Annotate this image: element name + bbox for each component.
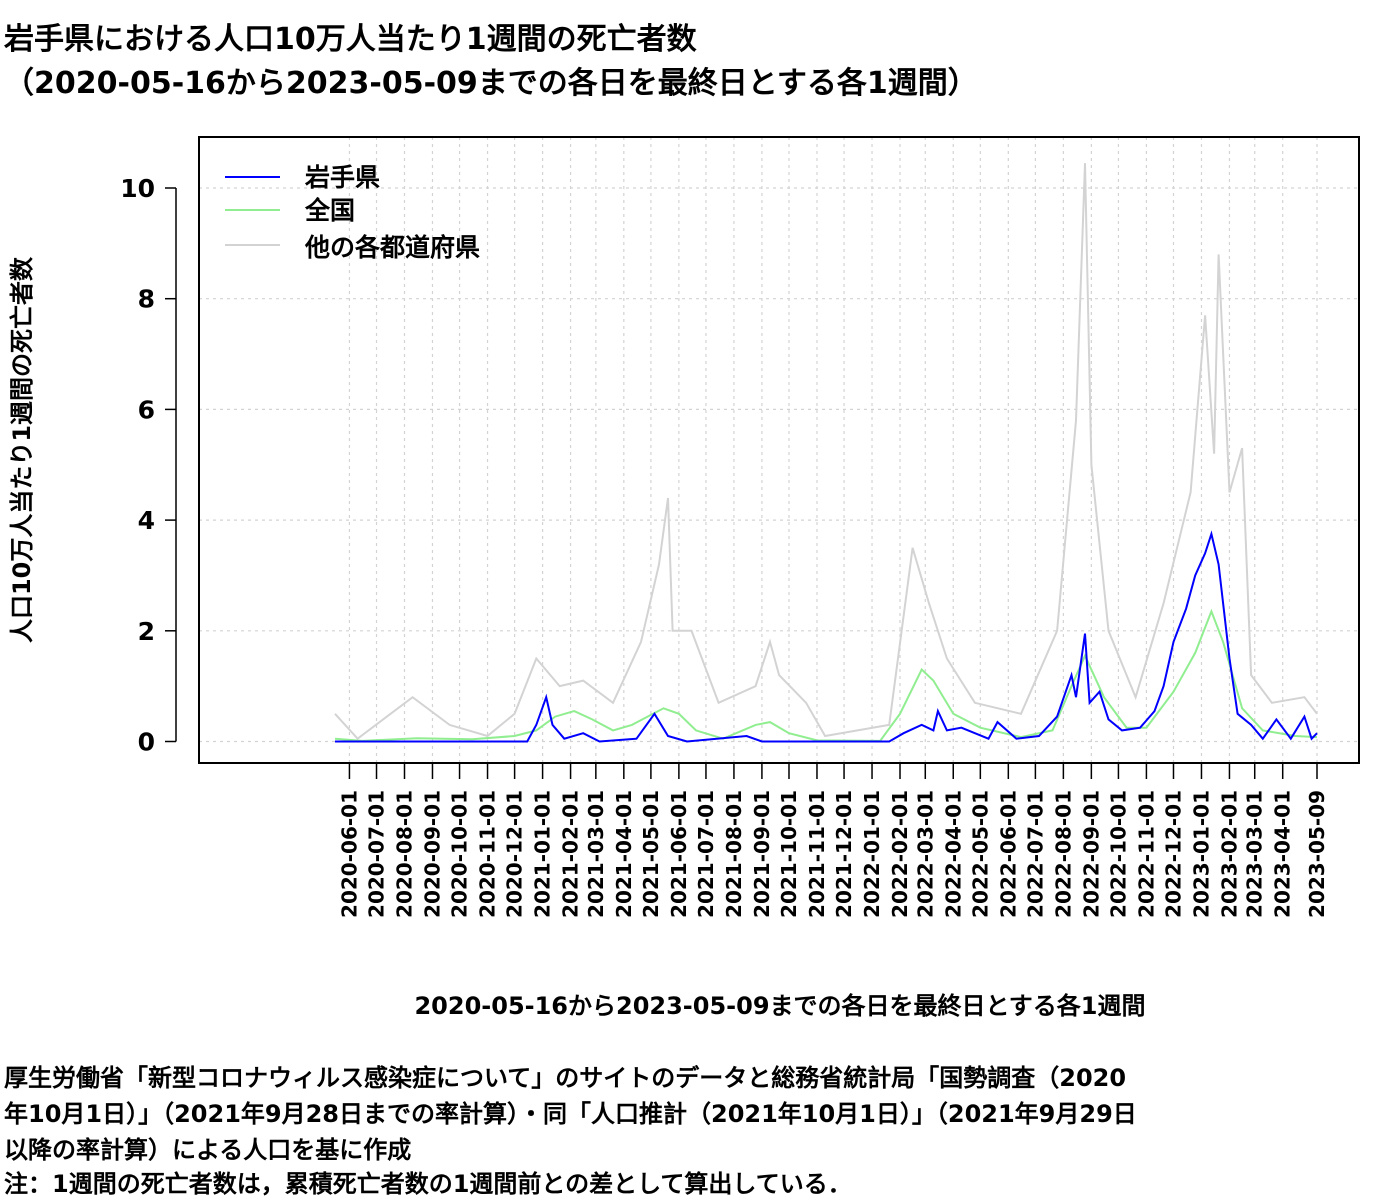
- x-tick-label: 2022-03-01: [913, 790, 937, 918]
- x-tick-label: 2021-01-01: [531, 790, 555, 918]
- x-tick-label: 2020-10-01: [448, 790, 472, 918]
- x-tick-label: 2020-08-01: [392, 790, 416, 918]
- x-tick-label: 2022-12-01: [1161, 790, 1185, 918]
- x-tick-label: 2021-05-01: [639, 790, 663, 918]
- x-tick-label: 2022-02-01: [888, 790, 912, 918]
- x-tick-label: 2021-07-01: [694, 790, 718, 918]
- source-note: 厚生労働省「新型コロナウィルス感染症について」のサイトのデータと総務省統計局「国…: [4, 1064, 1137, 1164]
- x-tick-label: 2023-04-01: [1271, 790, 1295, 918]
- x-tick-label: 2022-07-01: [1023, 790, 1047, 918]
- x-tick-label: 2022-11-01: [1134, 790, 1158, 918]
- x-axis-label: 2020-05-16から2023-05-09までの各日を最終日とする各1週間: [414, 992, 1146, 1020]
- x-tick-label: 2022-01-01: [860, 790, 884, 918]
- legend-others-label: 他の各都道府県: [304, 233, 480, 262]
- national-line-group: [334, 608, 1318, 742]
- x-tick-label: 2023-05-09: [1305, 790, 1329, 918]
- y-tick-label: 2: [138, 617, 155, 646]
- iwate-line: [335, 530, 1318, 743]
- x-tick-label: 2021-12-01: [832, 790, 856, 918]
- x-tick-label: 2021-04-01: [612, 790, 636, 918]
- national-line: [334, 608, 1318, 742]
- other-prefectures-line: [334, 163, 1318, 741]
- x-axis: 2020-06-01 2020-07-01 2020-08-01 2020-09-01…: [337, 762, 1329, 918]
- x-tick-label: 2020-12-01: [503, 790, 527, 918]
- x-tick-label: 2022-09-01: [1079, 790, 1103, 918]
- y-tick-label: 8: [138, 285, 155, 314]
- x-tick-label: 2021-02-01: [559, 790, 583, 918]
- chart-title-line2: （2020-05-16から2023-05-09までの各日を最終日とする各1週間）: [4, 66, 978, 101]
- x-tick-label: 2020-07-01: [365, 790, 389, 918]
- iwate-line-group: [335, 530, 1318, 743]
- grid-lines: [199, 137, 1359, 763]
- x-tick-label: 2020-06-01: [337, 790, 361, 918]
- y-tick-label: 6: [138, 395, 155, 424]
- x-tick-label: 2020-11-01: [476, 790, 500, 918]
- x-tick-label: 2021-10-01: [777, 790, 801, 918]
- y-tick-label: 4: [138, 506, 155, 535]
- x-tick-label: 2023-02-01: [1217, 790, 1241, 918]
- x-tick-label: 2022-06-01: [996, 790, 1020, 918]
- y-axis-label: 人口10万人当たり1週間の死亡者数: [8, 256, 36, 643]
- x-tick-label: 2020-09-01: [420, 790, 444, 918]
- x-tick-label: 2021-08-01: [722, 790, 746, 918]
- other-prefectures-lines: [334, 163, 1318, 741]
- x-tick-label: 2021-09-01: [750, 790, 774, 918]
- chart-title-line1: 岩手県における人口10万人当たり1週間の死亡者数: [4, 22, 697, 57]
- calculation-note: 注：1週間の死亡者数は，累積死亡者数の1週間前との差として算出している．: [4, 1170, 852, 1198]
- y-tick-label: 10: [120, 174, 155, 203]
- y-axis: 0 2 4 6 8 10: [120, 174, 177, 757]
- x-tick-label: 2022-04-01: [941, 790, 965, 918]
- x-tick-label: 2023-03-01: [1243, 790, 1267, 918]
- x-tick-label: 2022-10-01: [1106, 790, 1130, 918]
- y-tick-label: 0: [138, 728, 155, 757]
- legend: 岩手県 全国 他の各都道府県: [225, 163, 480, 262]
- x-tick-label: 2021-06-01: [667, 790, 691, 918]
- x-tick-label: 2023-01-01: [1189, 790, 1213, 918]
- x-tick-label: 2022-05-01: [968, 790, 992, 918]
- legend-iwate-label: 岩手県: [304, 163, 380, 192]
- x-tick-label: 2021-03-01: [584, 790, 608, 918]
- x-tick-label: 2022-08-01: [1051, 790, 1075, 918]
- x-tick-label: 2021-11-01: [805, 790, 829, 918]
- legend-national-label: 全国: [304, 196, 355, 225]
